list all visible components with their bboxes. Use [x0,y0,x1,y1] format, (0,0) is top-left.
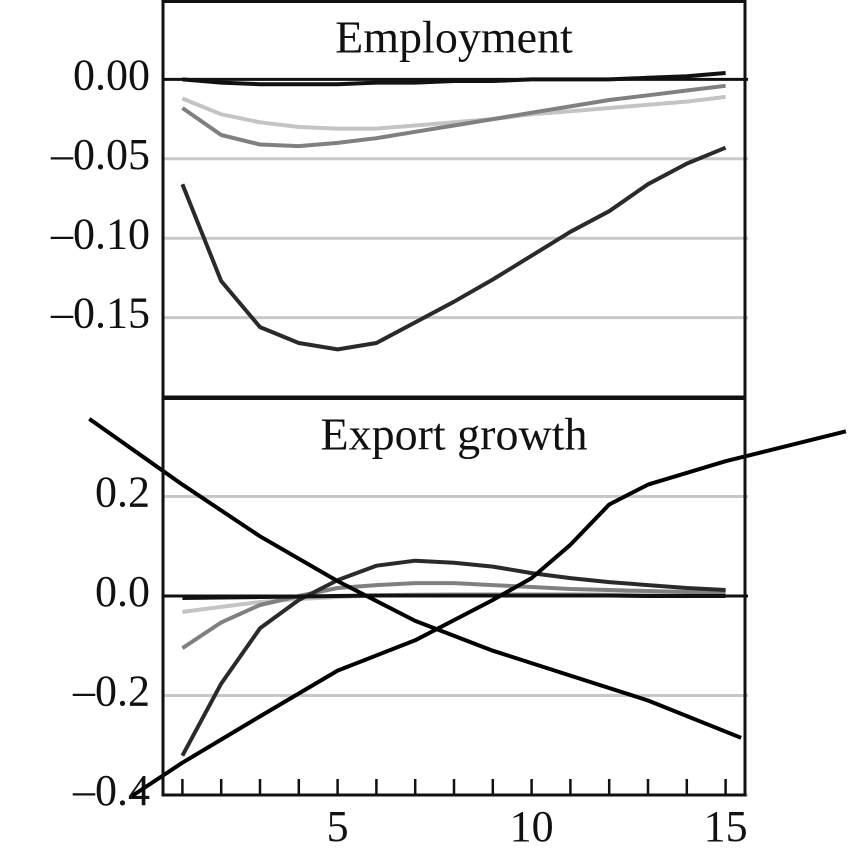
data-line [88,417,742,740]
data-line [182,593,726,600]
data-line [182,71,726,87]
y-tick-label: 0.0 [95,567,150,616]
data-line [180,558,726,757]
y-tick-label: –0.10 [50,209,150,258]
x-tick-label: 5 [327,802,349,851]
data-line [181,83,726,149]
data-line [130,429,847,798]
y-tick-label: –0.15 [50,289,150,338]
x-tick-label: 10 [510,802,554,851]
data-line [180,145,727,352]
y-tick-label: –0.05 [50,130,150,179]
y-tick-label: 0.00 [73,50,150,99]
data-line [181,581,726,650]
y-tick-label: 0.2 [95,468,150,517]
panel-title: Employment [335,12,573,63]
panel-frame [161,397,747,797]
data-line [181,94,726,131]
x-tick-label: 15 [704,802,748,851]
y-tick-label: –0.2 [72,667,150,716]
panel-title: Export growth [320,409,587,460]
